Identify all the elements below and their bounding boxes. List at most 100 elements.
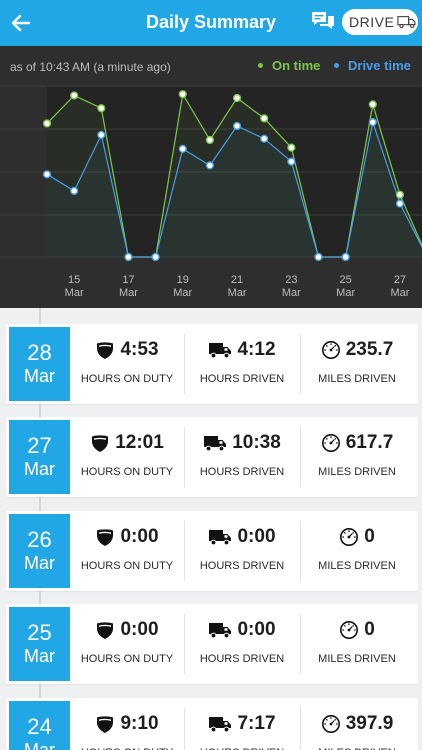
x-tick-month: Mar [65, 287, 84, 299]
truck-outline-icon [397, 16, 416, 29]
date-day: 25 [27, 620, 52, 645]
miles-driven-value: 397.9 [345, 713, 394, 734]
divider [300, 334, 301, 394]
app-header: Daily Summary DRIVE [0, 0, 422, 46]
date-month: Mar [24, 366, 55, 386]
hours-driven-label: HOURS DRIVEN [199, 373, 285, 385]
legend-on-time: On time [258, 58, 320, 73]
miles-driven-stat: 0 MILES DRIVEN [300, 511, 414, 591]
hours-on-duty-label: HOURS ON DUTY [80, 560, 174, 572]
data-point-drive-time [314, 252, 323, 262]
hours-driven-value: 4:12 [237, 339, 276, 360]
hours-on-duty-value: 4:53 [120, 339, 159, 360]
date-month: Mar [24, 646, 55, 666]
hours-on-duty-value: 9:10 [120, 713, 159, 734]
miles-driven-stat: 397.9 MILES DRIVEN [300, 698, 414, 750]
data-point-drive-time [178, 144, 187, 153]
date-month: Mar [24, 459, 55, 479]
shield-icon [97, 622, 114, 639]
data-point-on-time [287, 143, 296, 152]
truck-icon [209, 343, 232, 359]
miles-driven-value: 0 [364, 619, 375, 640]
odometer-icon [321, 434, 340, 452]
hours-driven-stat: 0:00 HOURS DRIVEN [184, 604, 300, 684]
back-button[interactable] [6, 8, 36, 38]
odometer-icon [321, 341, 340, 359]
messages-button[interactable] [311, 10, 335, 34]
miles-driven-label: MILES DRIVEN [300, 747, 414, 750]
date-badge: 25 Mar [9, 607, 70, 681]
hours-on-duty-stat: 9:10 HOURS ON DUTY [70, 698, 184, 750]
divider [184, 521, 185, 581]
hours-driven-label: HOURS DRIVEN [199, 653, 285, 665]
hours-on-duty-value: 0:00 [120, 526, 159, 547]
chat-bubbles-icon [312, 12, 334, 29]
day-card[interactable]: 26 Mar 0:00 HOURS ON DUTY 0:00 HOURS DRIVEN 0 M… [6, 511, 418, 591]
x-tick-month: Mar [173, 287, 192, 299]
data-point-drive-time [151, 252, 160, 262]
data-point-on-time [368, 100, 377, 109]
legend-label-on-time: On time [272, 58, 321, 73]
data-point-drive-time [124, 252, 133, 262]
miles-driven-label: MILES DRIVEN [318, 653, 396, 665]
x-tick-month: Mar [119, 287, 138, 299]
x-tick-day: 17 [122, 274, 134, 286]
odometer-icon [340, 528, 359, 546]
miles-driven-value: 0 [364, 526, 375, 547]
divider [300, 521, 301, 581]
hours-on-duty-stat: 0:00 HOURS ON DUTY [70, 511, 184, 591]
divider [300, 708, 301, 750]
hours-driven-stat: 4:12 HOURS DRIVEN [184, 324, 300, 404]
series-area-on-time [47, 94, 422, 257]
x-tick-day: 15 [68, 274, 80, 286]
hours-driven-stat: 0:00 HOURS DRIVEN [184, 511, 300, 591]
legend-drive-time: Drive time [334, 58, 411, 73]
day-card[interactable]: 25 Mar 0:00 HOURS ON DUTY 0:00 HOURS DRIVEN 0 M… [6, 604, 418, 684]
arrow-left-icon [11, 14, 31, 32]
date-badge: 26 Mar [9, 514, 70, 588]
hours-driven-label: HOURS DRIVEN [199, 466, 285, 478]
miles-driven-value: 235.7 [345, 339, 394, 360]
x-tick-day: 27 [394, 274, 406, 286]
data-point-on-time [260, 114, 269, 123]
drive-mode-button[interactable]: DRIVE [342, 9, 418, 35]
divider [184, 427, 185, 487]
data-point-drive-time [205, 161, 215, 170]
hours-on-duty-label: HOURS ON DUTY [80, 373, 174, 385]
day-card[interactable]: 27 Mar 12:01 HOURS ON DUTY 10:38 HOURS DRIVEN… [6, 417, 418, 497]
date-day: 27 [27, 433, 52, 458]
data-point-drive-time [287, 157, 296, 166]
data-point-drive-time [232, 121, 242, 131]
data-point-drive-time [368, 118, 377, 127]
shield-icon [97, 716, 114, 733]
hours-on-duty-value: 0:00 [120, 619, 159, 640]
date-badge: 24 Mar [9, 701, 70, 750]
hours-on-duty-stat: 0:00 HOURS ON DUTY [70, 604, 184, 684]
date-day: 26 [27, 527, 52, 552]
series-area-drive-time [47, 122, 422, 257]
x-tick-month: Mar [282, 287, 301, 299]
hours-driven-value: 7:17 [237, 713, 276, 734]
divider [300, 427, 301, 487]
hours-on-duty-label: HOURS ON DUTY [80, 653, 174, 665]
legend-label-drive-time: Drive time [348, 58, 411, 73]
hours-on-duty-value: 12:01 [115, 432, 164, 453]
odometer-icon [321, 715, 340, 733]
data-point-on-time [395, 190, 405, 199]
date-month: Mar [24, 740, 55, 750]
miles-driven-label: MILES DRIVEN [318, 373, 396, 385]
truck-icon [204, 436, 227, 452]
hours-on-duty-label: HOURS ON DUTY [70, 747, 184, 750]
miles-driven-value: 617.7 [345, 432, 394, 453]
x-tick-day: 23 [285, 274, 297, 286]
daily-chart-panel: 15 Mar 17 Mar 19 Mar 21 Mar 23 Mar 25 Mar 27 Mar as o… [0, 46, 422, 308]
miles-driven-stat: 0 MILES DRIVEN [300, 604, 414, 684]
truck-icon [209, 717, 232, 733]
data-point-drive-time [395, 199, 405, 208]
miles-driven-label: MILES DRIVEN [318, 560, 396, 572]
x-tick-day: 19 [177, 274, 189, 286]
hours-driven-value: 0:00 [237, 619, 276, 640]
day-card[interactable]: 28 Mar 4:53 HOURS ON DUTY 4:12 HOURS DRIVEN 23… [6, 324, 418, 404]
odometer-icon [340, 621, 359, 639]
